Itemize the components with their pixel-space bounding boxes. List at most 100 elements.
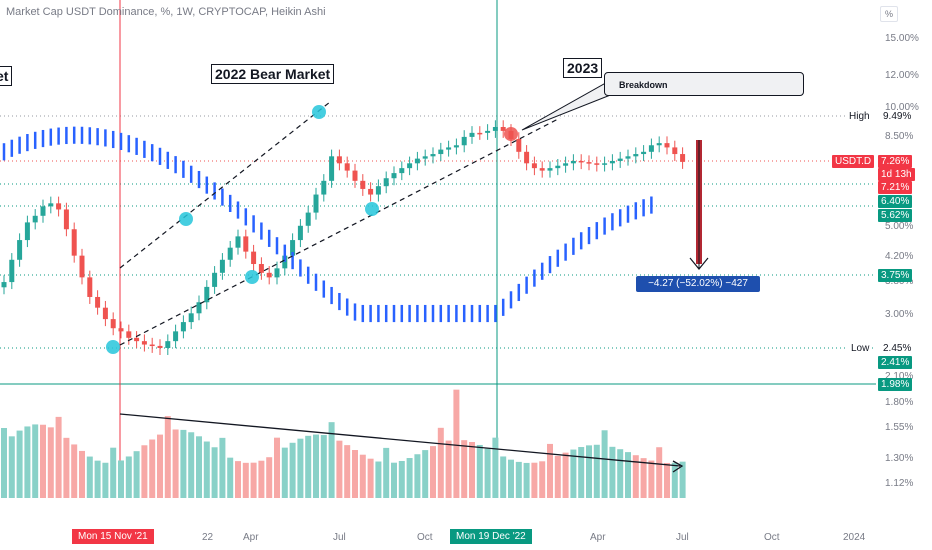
- volume-bar: [219, 437, 226, 498]
- candle-body: [40, 206, 46, 216]
- volume-bar: [1, 428, 7, 498]
- volume-bar: [188, 432, 195, 498]
- volume-bar: [547, 443, 553, 498]
- volume-bar: [656, 447, 663, 498]
- volume-bar: [24, 426, 31, 498]
- candle-body: [461, 136, 467, 146]
- candle-body: [407, 163, 413, 169]
- volume-bar: [671, 462, 678, 498]
- candle-body: [251, 251, 257, 265]
- candle-body: [165, 341, 171, 348]
- annotation-2022-bear-market: 2022 Bear Market: [211, 64, 335, 84]
- volume-bar: [422, 450, 429, 498]
- candle-body: [17, 240, 23, 260]
- percent-scale-button[interactable]: %: [880, 6, 898, 22]
- candle-body: [414, 158, 420, 164]
- volume-bar: [141, 445, 148, 498]
- candle-body: [274, 268, 280, 278]
- volume-bar: [414, 454, 421, 498]
- candle-body: [485, 130, 491, 133]
- price-axis-tick: 1.30%: [885, 453, 914, 464]
- candle-body: [95, 296, 101, 308]
- candle-body: [609, 160, 615, 164]
- price-axis-tick: 2.10%: [885, 371, 914, 382]
- pivot-circle: [106, 340, 120, 354]
- candle-body: [336, 156, 342, 164]
- candle-body: [656, 143, 662, 146]
- pivot-circle: [312, 105, 326, 119]
- candle-body: [329, 156, 335, 181]
- volume-bar: [164, 416, 171, 498]
- candle-body: [102, 307, 108, 320]
- chart-header-title: Market Cap USDT Dominance, %, 1W, CRYPTO…: [6, 6, 326, 18]
- candle-body: [516, 138, 522, 152]
- volume-bar: [8, 436, 15, 498]
- price-axis-tick: 1.80%: [885, 397, 914, 408]
- candle-body: [672, 147, 678, 155]
- candle-body: [547, 168, 553, 171]
- candle-body: [282, 255, 288, 269]
- candle-body: [680, 154, 686, 162]
- candle-body: [134, 337, 140, 342]
- volume-trend-line: [119, 413, 681, 467]
- annotation-cut-label: et: [0, 66, 13, 86]
- volume-bar: [55, 416, 62, 498]
- candle-body: [383, 178, 389, 187]
- candle-body: [126, 331, 132, 338]
- candle-body: [258, 264, 264, 273]
- volume-bar: [430, 446, 436, 498]
- volume-bar: [133, 451, 140, 498]
- time-marker-nov-21: Mon 15 Nov '21: [72, 529, 154, 544]
- candle-body: [243, 236, 249, 252]
- candle-body: [227, 247, 233, 260]
- candle-body: [477, 132, 483, 135]
- volume-bar: [47, 427, 54, 498]
- volume-bar: [476, 444, 483, 498]
- candle-body: [48, 203, 54, 207]
- candle-body: [321, 180, 327, 195]
- channel-lower-line: [119, 117, 561, 346]
- candle-body: [492, 126, 498, 131]
- volume-bar: [508, 459, 514, 498]
- candle-body: [438, 149, 444, 155]
- annotation-2023: 2023: [563, 58, 603, 78]
- candle-body: [180, 322, 186, 332]
- volume-bar: [570, 449, 577, 498]
- channel-upper-line: [119, 101, 331, 269]
- candle-body: [664, 143, 670, 148]
- price-axis-tick: 12.00%: [885, 70, 919, 81]
- volume-bar: [297, 438, 304, 498]
- countdown-tag: 1d 13h: [878, 168, 915, 181]
- volume-bar: [344, 445, 351, 498]
- volume-bar: [391, 462, 397, 498]
- volume-bar: [180, 429, 187, 498]
- time-axis-tick: Oct: [764, 532, 780, 543]
- volume-bar: [398, 460, 405, 498]
- volume-bar: [196, 436, 202, 498]
- candle-body: [79, 255, 85, 278]
- candle-body: [648, 145, 654, 152]
- candle-body: [469, 132, 475, 137]
- candle-body: [149, 344, 155, 347]
- volume-bar: [313, 434, 319, 498]
- candle-body: [110, 319, 116, 329]
- candle-body: [87, 277, 93, 297]
- volume-bar: [352, 449, 358, 498]
- volume-bar: [679, 461, 686, 498]
- candle-body: [290, 240, 296, 256]
- breakdown-label: Breakdown: [619, 80, 668, 90]
- candle-body: [399, 168, 405, 174]
- time-axis-tick: Jul: [333, 532, 346, 543]
- candle-body: [196, 302, 202, 314]
- candle-body: [625, 156, 631, 159]
- candle-body: [313, 194, 319, 213]
- volume-bar: [110, 447, 117, 498]
- candle-body: [586, 162, 592, 164]
- volume-bar: [359, 454, 366, 498]
- volume-bar: [578, 447, 585, 498]
- volume-bar: [211, 447, 218, 498]
- volume-bar: [469, 442, 475, 498]
- candle-body: [56, 203, 62, 210]
- candle-body: [9, 259, 15, 283]
